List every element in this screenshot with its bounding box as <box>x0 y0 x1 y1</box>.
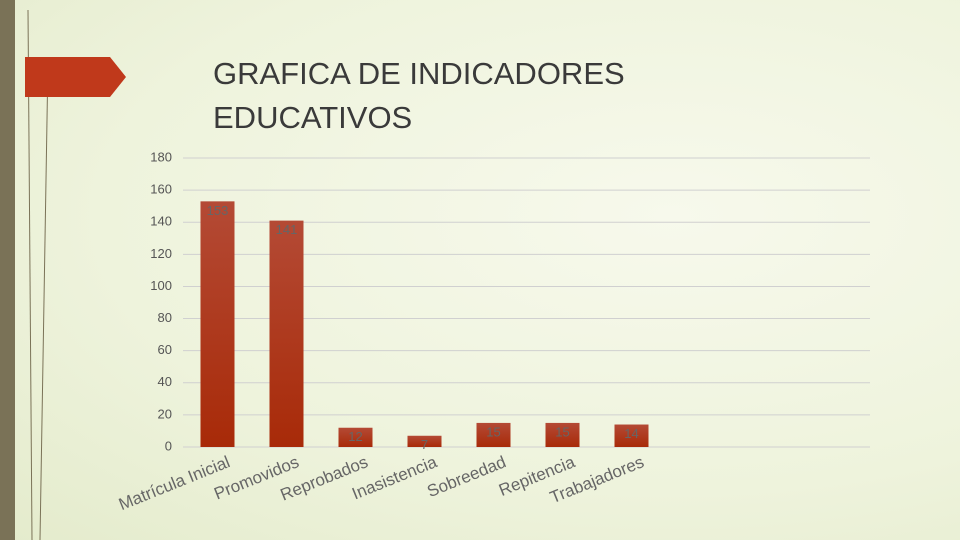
y-tick-label: 100 <box>150 278 172 293</box>
side-stripe <box>0 0 15 540</box>
decor-line <box>27 9 33 540</box>
value-label: 14 <box>624 426 638 441</box>
y-tick-label: 120 <box>150 246 172 261</box>
value-label: 153 <box>207 203 229 218</box>
value-label: 12 <box>348 429 362 444</box>
y-tick-label: 40 <box>158 374 172 389</box>
bar <box>476 422 511 447</box>
x-tick-label: Matrícula Inicial <box>116 452 233 514</box>
bar <box>338 427 373 447</box>
x-tick-label: Sobreedad <box>424 452 508 501</box>
chart-title: GRAFICA DE INDICADORES EDUCATIVOS <box>213 56 625 135</box>
y-tick-label: 20 <box>158 406 172 421</box>
bar <box>269 220 304 447</box>
value-label: 15 <box>555 424 569 439</box>
decor-line <box>39 59 49 540</box>
bar <box>614 424 649 447</box>
bar <box>545 422 580 447</box>
y-tick-label: 140 <box>150 214 172 229</box>
arrow-shape <box>25 57 126 97</box>
value-label: 141 <box>276 222 298 237</box>
value-label: 7 <box>421 437 428 452</box>
value-label: 15 <box>486 424 500 439</box>
y-tick-label: 180 <box>150 149 172 164</box>
y-tick-label: 160 <box>150 182 172 197</box>
bar <box>407 435 442 447</box>
y-tick-label: 80 <box>158 310 172 325</box>
y-tick-label: 0 <box>165 438 172 453</box>
bar <box>200 201 235 447</box>
y-tick-label: 60 <box>158 342 172 357</box>
